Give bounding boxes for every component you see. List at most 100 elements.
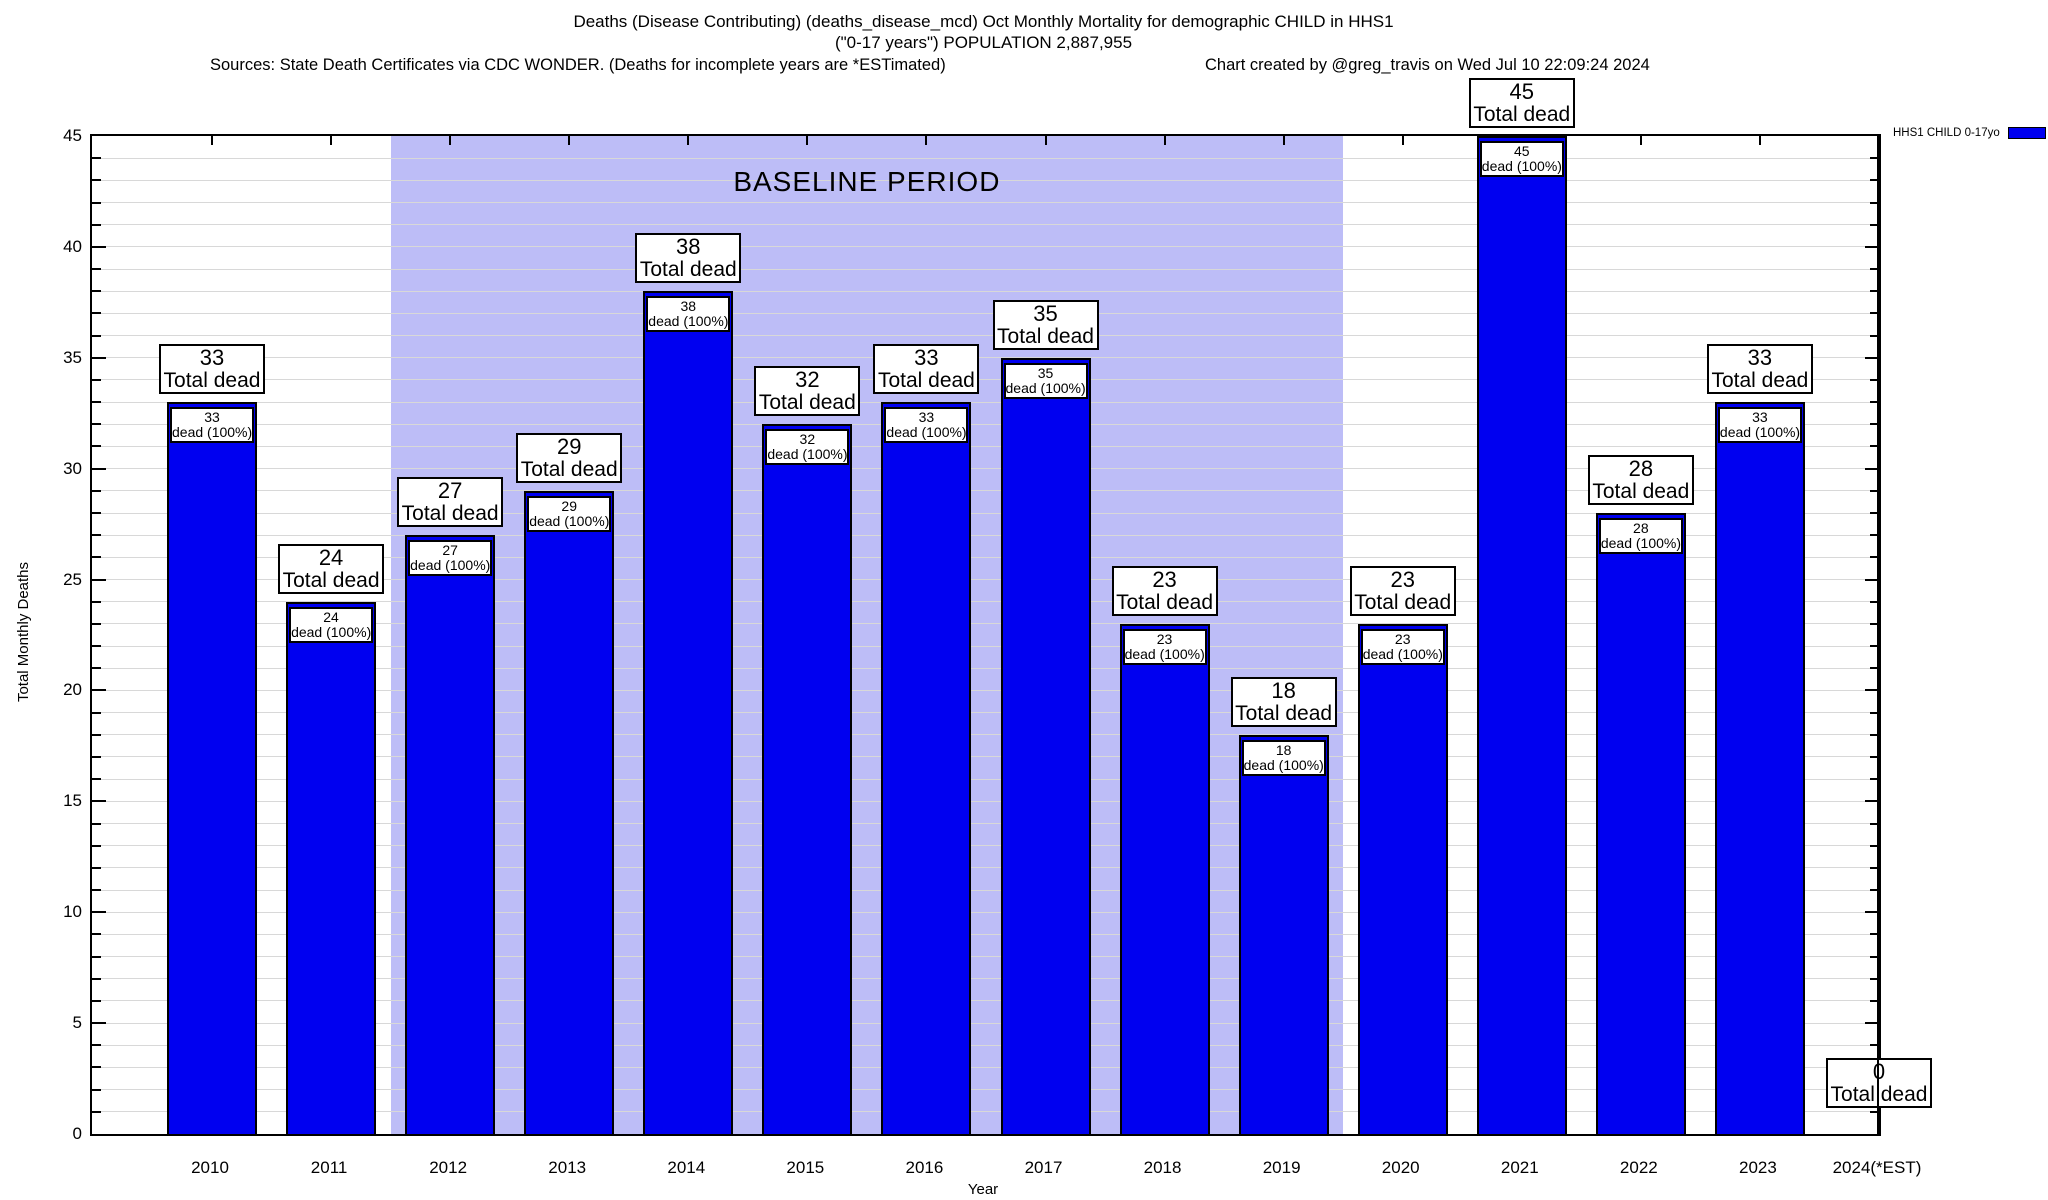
x-tick-label-2018: 2018 [1143,1158,1182,1177]
bar-2012 [405,535,496,1134]
chart-sources-note: Sources: State Death Certificates via CD… [210,56,946,74]
bar-inner-value: 35 [1037,364,1054,381]
x-tick-mark-top [687,136,690,145]
y-tick-mark-left [92,778,101,781]
y-tick-mark-right [1865,245,1879,248]
y-tick-mark-right [1870,489,1879,492]
y-gridline [92,778,1879,780]
y-tick-mark-left [92,999,101,1002]
y-tick-mark-right [1870,844,1879,847]
chart-credit-note: Chart created by @greg_travis on Wed Jul… [1205,56,1650,74]
bar-top-label-2018: 23 Total dead [1111,565,1218,616]
y-gridline [92,623,1879,625]
y-gridline [92,357,1879,359]
bar-total-suffix: Total dead [758,391,856,415]
plot-right-border [1877,134,1879,1136]
bar-2014 [643,291,734,1134]
bar-inner-value: 33 [1752,409,1768,426]
y-gridline [92,712,1879,714]
bar-top-label-2023: 33 Total dead [1706,344,1813,395]
x-tick-label-2012: 2012 [429,1158,468,1177]
y-tick-mark-right [1865,911,1879,914]
y-tick-mark-right [1870,977,1879,980]
bar-inner-label-2013: 29 dead (100%) [527,495,612,532]
y-tick-mark-right [1865,578,1879,581]
y-tick-mark-right [1870,645,1879,648]
y-tick-mark-right [1870,733,1879,736]
y-tick-mark-right [1870,312,1879,315]
y-tick-mark-left [92,334,101,337]
y-tick-label-25: 25 [63,569,82,589]
y-tick-mark-right [1865,356,1879,359]
y-gridline [92,734,1879,736]
bar-total-value: 35 [1033,300,1058,326]
bar-2021 [1476,136,1567,1134]
x-tick-label-2014: 2014 [667,1158,706,1177]
y-tick-mark-left [92,445,101,448]
bar-inner-value: 28 [1633,520,1649,537]
y-tick-mark-left [92,889,101,892]
y-tick-mark-right [1870,1110,1879,1113]
y-gridline [92,224,1879,226]
bar-total-value: 0 [1872,1059,1886,1084]
y-tick-mark-left [92,711,101,714]
y-tick-mark-right [1870,889,1879,892]
y-tick-label-40: 40 [63,236,82,256]
y-tick-mark-right [1870,556,1879,559]
bar-total-suffix: Total dead [163,369,261,393]
y-gridline [92,179,1879,181]
y-gridline [92,290,1879,292]
y-tick-label-10: 10 [63,902,82,922]
y-axis-title: Total Monthly Deaths [15,561,32,703]
bar-total-suffix: Total dead [401,502,499,526]
bar-inner-suffix: dead (100%) [1005,379,1086,396]
y-tick-mark-left [92,1044,101,1047]
bar-inner-label-2010: 33 dead (100%) [170,407,254,444]
x-tick-label-2020: 2020 [1381,1158,1420,1177]
bar-inner-value: 24 [323,608,339,625]
y-tick-mark-right [1870,290,1879,293]
bar-2020 [1357,623,1448,1134]
y-gridline [92,1089,1879,1091]
y-tick-mark-right [1870,401,1879,404]
bar-top-label-2012: 27 Total dead [397,477,504,528]
bar-total-value: 24 [318,544,344,570]
y-tick-mark-right [1870,534,1879,537]
bar-total-value: 27 [437,478,463,504]
y-tick-mark-left [92,268,101,271]
y-gridline [92,645,1879,647]
bar-inner-label-2014: 38 dead (100%) [646,296,731,333]
y-gridline [92,756,1879,758]
y-tick-mark-right [1870,334,1879,337]
y-tick-mark-left [92,866,101,869]
y-tick-mark-left [92,423,101,426]
y-tick-mark-left [92,378,101,381]
y-gridline [92,157,1879,159]
bar-total-value: 33 [914,345,939,371]
x-tick-mark-top [1401,136,1404,145]
bar-inner-value: 18 [1275,741,1292,758]
x-tick-mark-top [211,136,213,145]
legend-swatch-icon [2007,127,2046,139]
y-tick-mark-left [92,290,101,293]
y-gridline [92,268,1879,270]
bar-total-value: 33 [199,345,225,371]
bar-inner-value: 38 [680,298,697,315]
x-axis-title: Year [967,1181,999,1198]
y-gridline [92,1000,1879,1002]
x-tick-label-2015: 2015 [786,1158,825,1177]
bar-top-label-2019: 18 Total dead [1230,676,1337,727]
bar-total-suffix: Total dead [1473,103,1571,126]
y-tick-mark-left [92,179,101,182]
bar-total-value: 38 [676,234,701,260]
bar-inner-label-2021: 45 dead (100%) [1479,141,1564,177]
bar-inner-suffix: dead (100%) [1243,756,1324,773]
bar-2015 [762,424,853,1134]
y-tick-mark-left [92,534,101,537]
bar-top-label-2024(*EST): 0 Total dead [1826,1058,1932,1108]
bar-inner-suffix: dead (100%) [1600,535,1682,552]
y-tick-mark-right [1870,600,1879,603]
bar-total-suffix: Total dead [1711,369,1809,393]
y-tick-label-20: 20 [63,680,82,700]
bar-inner-suffix: dead (100%) [172,424,253,441]
